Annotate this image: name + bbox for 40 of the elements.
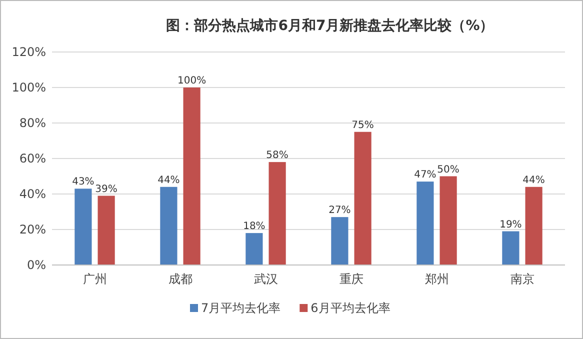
y-tick-label: 80%: [19, 116, 46, 130]
y-tick-label: 120%: [12, 45, 46, 59]
data-label: 47%: [414, 170, 436, 181]
x-tick-label: 南京: [510, 272, 534, 286]
bar: [440, 176, 457, 265]
y-tick-label: 100%: [12, 80, 46, 94]
legend-label: 6月平均去化率: [310, 301, 390, 315]
bar: [183, 88, 200, 265]
x-tick-label: 广州: [82, 272, 107, 286]
data-label: 43%: [72, 176, 94, 188]
data-label: 18%: [243, 221, 266, 232]
bar: [354, 132, 372, 265]
bar: [98, 196, 115, 265]
chart-title: 图：部分热点城市6月和7月新推盘去化率比较（%）: [166, 17, 494, 34]
legend-label: 7月平均去化率: [201, 301, 281, 315]
y-tick-label: 20%: [19, 222, 46, 236]
x-tick-label: 武汉: [254, 272, 278, 286]
data-label: 75%: [352, 120, 374, 131]
data-label: 39%: [95, 184, 118, 195]
x-tick-label: 成都: [168, 272, 192, 286]
y-tick-label: 40%: [19, 187, 46, 201]
data-label: 19%: [500, 219, 522, 230]
data-label: 27%: [328, 205, 351, 216]
y-tick-label: 0%: [26, 258, 46, 272]
bar: [331, 217, 348, 265]
bar: [416, 182, 434, 265]
data-label: 58%: [266, 150, 288, 162]
bar: [160, 186, 178, 265]
x-tick-label: 郑州: [424, 272, 449, 286]
data-label: 50%: [437, 164, 460, 176]
data-label: 44%: [158, 174, 180, 186]
x-tick-label: 重庆: [339, 272, 364, 286]
data-label: 44%: [522, 174, 545, 186]
bar: [502, 231, 520, 265]
bar: [525, 186, 542, 265]
data-label: 100%: [178, 76, 206, 86]
bar: [74, 188, 92, 265]
bar: [246, 233, 263, 265]
bar: [268, 162, 286, 265]
y-tick-label: 60%: [19, 152, 46, 166]
